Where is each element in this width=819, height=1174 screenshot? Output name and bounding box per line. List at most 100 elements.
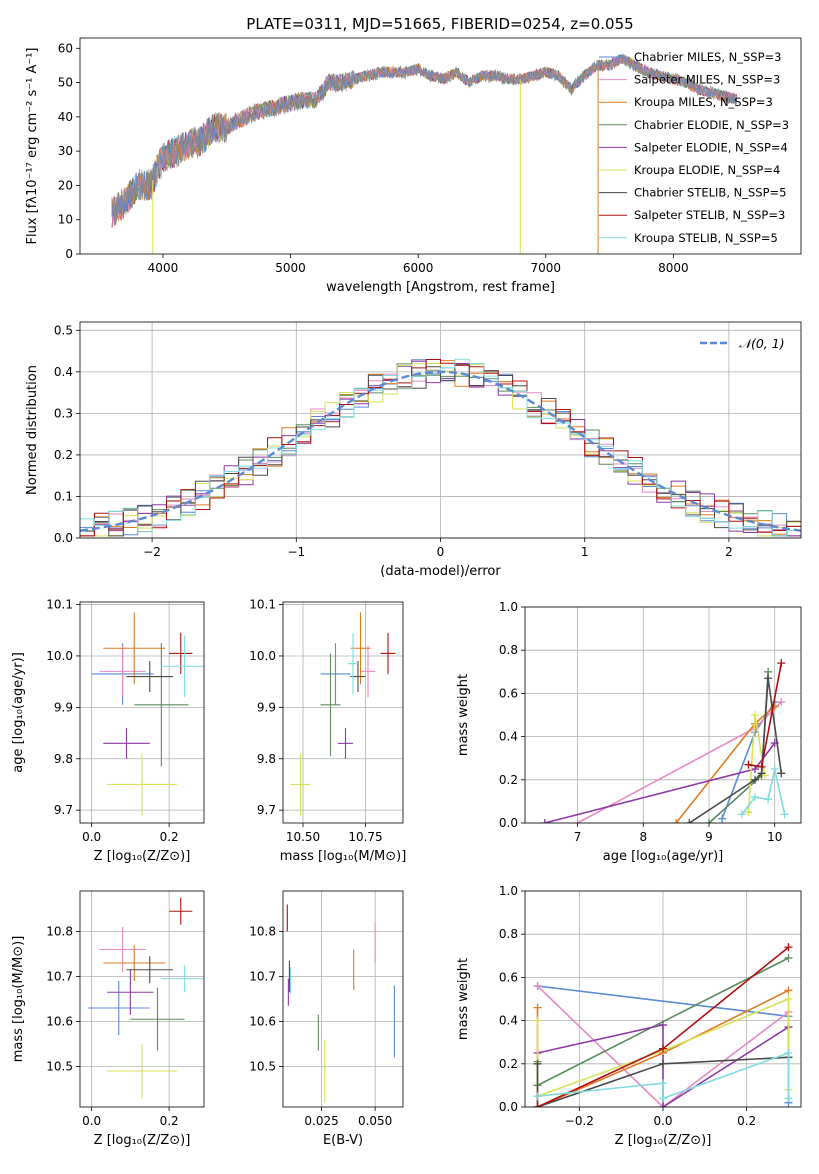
y-tick-label: 0.3 bbox=[54, 406, 73, 420]
x-tick-label: −1 bbox=[287, 545, 305, 559]
weight-series-salpeter-stelib bbox=[744, 659, 786, 771]
legend-label: Salpeter STELIB, N_SSP=3 bbox=[634, 208, 785, 222]
y-axis-label: mass weight bbox=[456, 674, 471, 756]
y-tick-label: 9.9 bbox=[257, 700, 276, 714]
y-tick-label: 10.7 bbox=[46, 970, 73, 984]
errorbar-point-chabrier-elodie bbox=[320, 653, 341, 757]
weight-marker bbox=[784, 953, 793, 962]
weight-series-kroupa-stelib bbox=[533, 1049, 793, 1103]
panel-spectrum: 4000 5000 6000 7000 8000 0 10 20 30 40 50 60 wavelen… bbox=[25, 37, 802, 295]
legend-label: 𝒩(0, 1) bbox=[739, 336, 785, 351]
panel-mass_vs_EBV: 0.025 0.050 10.5 10.6 10.7 10.8 E(B-V) bbox=[249, 890, 404, 1148]
y-tick-label: 0.5 bbox=[54, 323, 73, 337]
legend: Chabrier MILES, N_SSP=3 Salpeter MILES, N… bbox=[599, 50, 789, 245]
y-tick-label: 60 bbox=[58, 41, 73, 55]
y-axis-label: mass weight bbox=[456, 958, 471, 1040]
x-tick-label: 0 bbox=[437, 545, 445, 559]
y-axis-label: mass [log₁₀(M/M⊙)] bbox=[11, 936, 26, 1063]
weight-marker bbox=[744, 760, 753, 769]
x-tick-label: 0.2 bbox=[737, 1114, 756, 1128]
y-tick-label: 10.1 bbox=[249, 598, 276, 612]
errorbar-point-kroupa-stelib bbox=[161, 965, 204, 993]
y-tick-label: 0.0 bbox=[54, 531, 73, 545]
errorbar-point-kroupa-stelib bbox=[348, 632, 358, 695]
y-tick-label: 50 bbox=[58, 76, 73, 90]
weight-series-salpeter-stelib bbox=[533, 943, 793, 1107]
weight-line bbox=[536, 985, 789, 1107]
y-tick-label: 0.0 bbox=[499, 1100, 518, 1114]
weight-marker bbox=[777, 659, 786, 668]
y-tick-label: 0.6 bbox=[499, 686, 518, 700]
errorbar-point-salpeter-miles bbox=[99, 927, 146, 972]
errorbar-point-chabrier-miles bbox=[87, 981, 150, 1035]
plot-area-spectrum bbox=[111, 53, 738, 254]
y-tick-label: 10.5 bbox=[249, 1060, 276, 1074]
y-tick-label: 30 bbox=[58, 144, 73, 158]
weight-marker bbox=[784, 995, 793, 1003]
panels: 4000 5000 6000 7000 80000102030405060wavelen… bbox=[11, 37, 802, 1148]
y-tick-label: 0.2 bbox=[54, 448, 73, 462]
weight-marker bbox=[659, 1103, 667, 1107]
legend: 𝒩(0, 1) bbox=[700, 336, 785, 351]
y-tick-label: 0.4 bbox=[499, 730, 518, 744]
panel-weight_vs_Z: −0.2 0.0 0.2 0.0 0.2 0.4 0.6 0.8 1.0 Z [log₁₀(Z/Z… bbox=[456, 884, 802, 1148]
weight-marker bbox=[705, 819, 713, 823]
weight-marker bbox=[533, 1103, 542, 1107]
axes-frame bbox=[79, 37, 802, 255]
errorbar-point-salpeter-miles bbox=[99, 645, 146, 698]
weight-marker bbox=[751, 775, 759, 784]
plot-area-residuals bbox=[80, 358, 801, 537]
weight-marker bbox=[659, 1059, 667, 1068]
errorbar-point-salpeter-elodie bbox=[338, 727, 353, 759]
y-tick-label: 0.2 bbox=[499, 773, 518, 787]
x-tick-label: 10.75 bbox=[348, 830, 382, 844]
y-tick-label: 10 bbox=[58, 213, 73, 227]
weight-line bbox=[544, 742, 776, 823]
axes-frame bbox=[524, 890, 802, 1108]
y-tick-label: 9.7 bbox=[54, 803, 73, 817]
weight-marker bbox=[533, 982, 542, 991]
x-axis-label: age [log₁₀(age/yr)] bbox=[603, 849, 724, 864]
x-tick-label: 0.2 bbox=[160, 830, 179, 844]
x-axis-label: wavelength [Angstrom, rest frame] bbox=[326, 280, 555, 295]
y-tick-label: 0.4 bbox=[499, 1014, 518, 1028]
x-tick-label: 7 bbox=[574, 830, 582, 844]
panel-age_vs_mass: 10.50 10.75 9.7 9.8 9.9 10.0 10.1 mass [log₁₀(M… bbox=[249, 598, 406, 864]
x-tick-label: 0.050 bbox=[358, 1114, 392, 1128]
legend-label: Chabrier MILES, N_SSP=3 bbox=[634, 50, 781, 64]
y-tick-label: 10.1 bbox=[46, 598, 73, 612]
x-tick-label: 0.0 bbox=[653, 1114, 672, 1128]
errorbar-point-chabrier-miles bbox=[320, 643, 351, 705]
weight-marker bbox=[777, 698, 786, 707]
errorbar-point-kroupa-stelib bbox=[161, 635, 204, 698]
legend-label: Kroupa STELIB, N_SSP=5 bbox=[634, 231, 778, 245]
errorbar-point-salpeter-stelib bbox=[169, 897, 193, 925]
errorbar-point-kroupa-elodie bbox=[107, 1044, 177, 1098]
y-tick-label: 10.8 bbox=[249, 925, 276, 939]
errorbar-point-salpeter-elodie bbox=[107, 969, 154, 1015]
weight-marker bbox=[784, 986, 793, 995]
panel-mass_vs_Z: 0.0 0.2 10.5 10.6 10.7 10.8 Z [log₁₀(Z/Z⊙)] mas… bbox=[11, 890, 205, 1148]
observed-spectrum-line bbox=[111, 55, 738, 226]
x-tick-label: 2 bbox=[725, 545, 733, 559]
errorbar-point-chabrier-stelib bbox=[126, 956, 173, 984]
weight-marker bbox=[672, 819, 681, 823]
weight-marker bbox=[784, 943, 793, 952]
weight-marker bbox=[685, 819, 694, 823]
x-tick-label: 10 bbox=[767, 830, 782, 844]
axes-frame bbox=[282, 890, 404, 1108]
weight-marker bbox=[751, 711, 759, 719]
x-axis-label: Z [log₁₀(Z/Z⊙)] bbox=[615, 1133, 712, 1148]
x-tick-label: −2 bbox=[143, 545, 161, 559]
x-tick-label: 0.0 bbox=[82, 830, 101, 844]
errorbar-point-chabrier-stelib bbox=[126, 661, 173, 692]
x-tick-label: 0.025 bbox=[304, 1114, 338, 1128]
weight-line bbox=[577, 701, 782, 823]
plot-area-age_vs_mass bbox=[290, 612, 396, 816]
x-tick-label: 10.50 bbox=[286, 830, 320, 844]
plot-area-mass_vs_Z bbox=[87, 897, 204, 1098]
weight-marker bbox=[744, 808, 753, 817]
y-tick-label: 0.8 bbox=[499, 643, 518, 657]
y-tick-label: 10.6 bbox=[249, 1015, 276, 1029]
weight-marker bbox=[659, 1020, 667, 1029]
